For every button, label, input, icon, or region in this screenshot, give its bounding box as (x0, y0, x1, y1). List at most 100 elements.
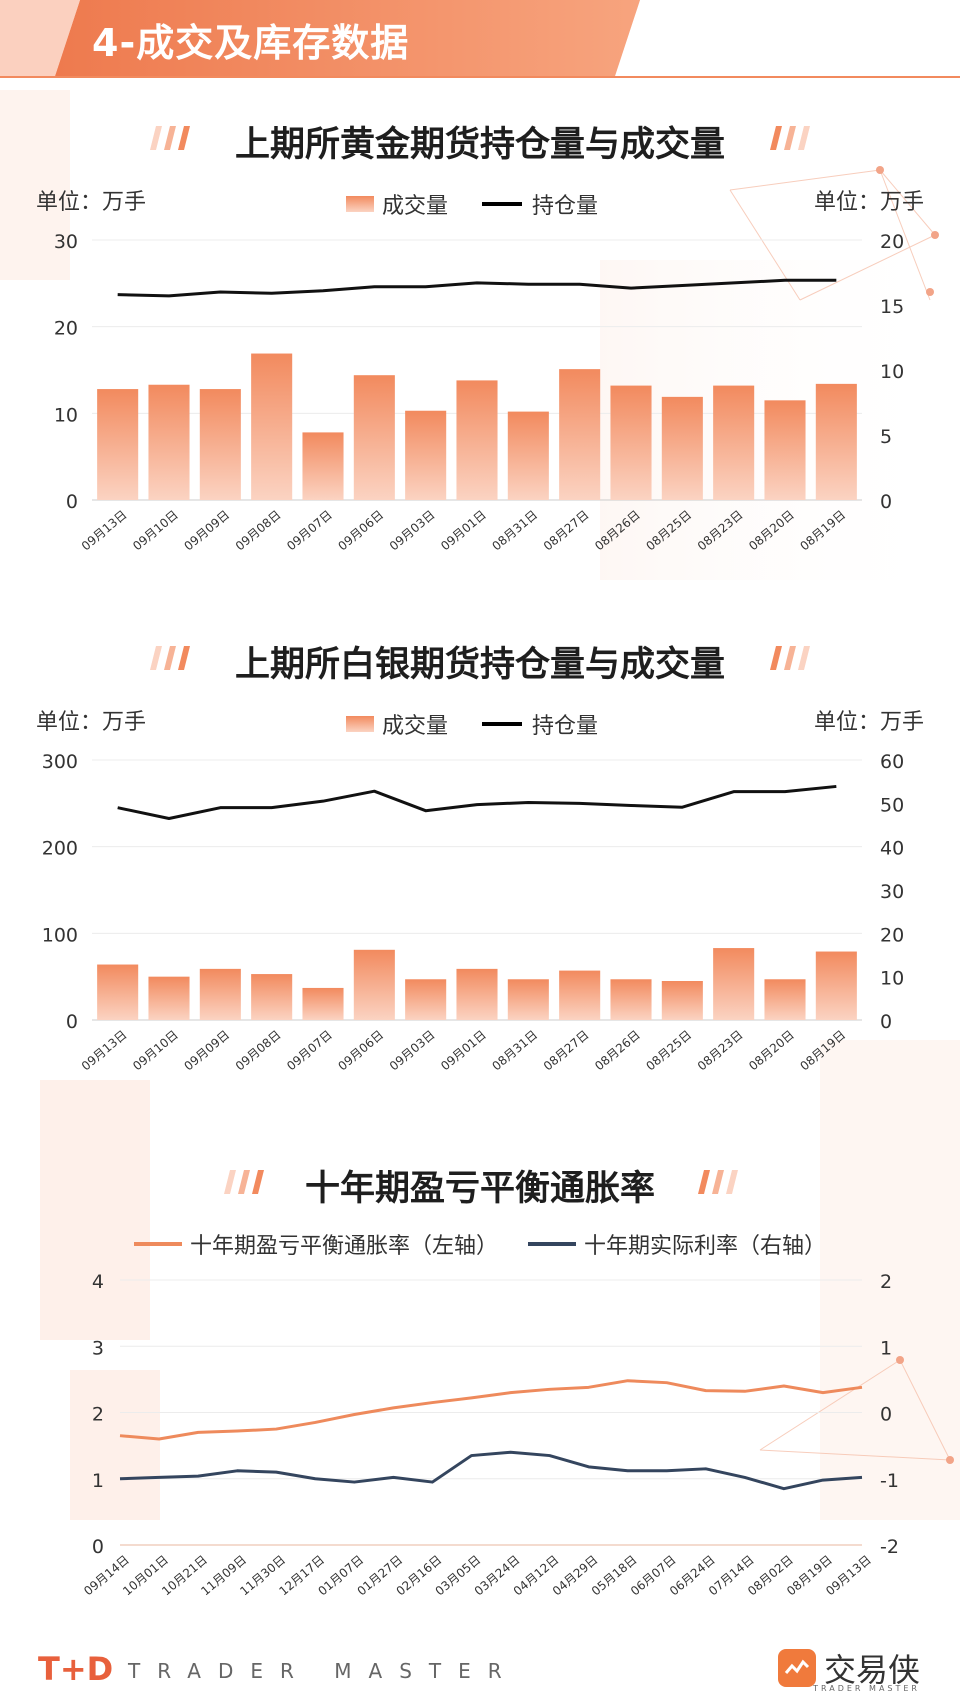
y-right-tick-label: 20 (880, 231, 904, 253)
bar (815, 383, 857, 500)
silver-chart-title: 上期所白银期货持仓量与成交量 (234, 645, 725, 685)
bar (456, 968, 498, 1020)
brand-block: 交易侠 (777, 1645, 920, 1691)
bar (815, 951, 857, 1020)
y-left-tick-label: 2 (92, 1404, 104, 1426)
silver-unit-left: 单位：万手 (36, 710, 147, 735)
bar (456, 380, 498, 500)
x-tick-label: 08月23日 (695, 1028, 746, 1074)
legend-breakeven-label: 十年期盈亏平衡通胀率（左轴） (189, 1234, 498, 1259)
x-tick-label: 09月13日 (79, 508, 130, 554)
bar (353, 375, 395, 500)
y-left-tick-label: 200 (42, 838, 78, 860)
x-tick-label: 09月07日 (284, 1028, 335, 1074)
y-right-tick-label: 5 (880, 426, 892, 448)
legend-line-label: 持仓量 (532, 714, 599, 739)
y-right-tick-label: 2 (880, 1271, 892, 1293)
bar (661, 981, 703, 1020)
x-tick-label: 09月13日 (79, 1028, 130, 1074)
title-deco-right-icon (770, 126, 810, 150)
y-left-tick-label: 1 (92, 1470, 104, 1492)
x-tick-label: 09月09日 (181, 508, 232, 554)
x-tick-label: 09月10日 (130, 1028, 181, 1074)
bar (199, 968, 241, 1020)
legend-real-rate-label: 十年期实际利率（右轴） (584, 1234, 827, 1259)
x-tick-label: 08月19日 (797, 508, 848, 554)
bar (148, 384, 190, 500)
y-left-tick-label: 10 (54, 404, 78, 426)
x-tick-label: 09月09日 (181, 1028, 232, 1074)
bar (199, 389, 241, 500)
y-left-tick-label: 4 (92, 1271, 104, 1293)
legend-line-swatch (482, 202, 523, 206)
bar (610, 385, 652, 500)
y-right-tick-label: 0 (880, 1404, 892, 1426)
bar (507, 979, 549, 1020)
breakeven-legend: 十年期盈亏平衡通胀率（左轴） 十年期实际利率（右轴） (0, 1228, 960, 1260)
x-tick-label: 08月26日 (592, 508, 643, 554)
gold-legend: 成交量 持仓量 (346, 188, 598, 220)
y-right-tick-label: 0 (880, 1011, 892, 1033)
x-tick-label: 08月26日 (592, 1028, 643, 1074)
y-right-tick-label: 30 (880, 881, 904, 903)
y-right-tick-label: 60 (880, 751, 904, 773)
header-ribbon (0, 0, 640, 76)
x-tick-label: 08月31日 (489, 1028, 540, 1074)
y-right-tick-label: 20 (880, 924, 904, 946)
x-tick-label: 08月25日 (643, 1028, 694, 1074)
page-title: 4-成交及库存数据 (92, 21, 410, 65)
x-tick-label: 08月27日 (541, 508, 592, 554)
bar (148, 976, 190, 1020)
brand-subtitle: TRADER MASTER (813, 1684, 920, 1693)
y-left-tick-label: 0 (66, 1011, 78, 1033)
x-tick-label: 09月01日 (438, 1028, 489, 1074)
y-right-tick-label: 10 (880, 361, 904, 383)
x-tick-label: 08月20日 (746, 1028, 797, 1074)
x-tick-label: 08月31日 (489, 508, 540, 554)
x-tick-label: 08月25日 (643, 508, 694, 554)
bar (251, 974, 293, 1020)
x-tick-label: 09月03日 (387, 508, 438, 554)
y-right-tick-label: -2 (880, 1536, 899, 1558)
y-left-tick-label: 0 (92, 1536, 104, 1558)
gold-chart-title: 上期所黄金期货持仓量与成交量 (234, 125, 725, 165)
td-logo: T+D (38, 1650, 114, 1688)
legend-bar-label: 成交量 (382, 714, 449, 739)
bar (507, 411, 549, 500)
legend-orange-line-swatch (133, 1242, 182, 1246)
legend-bar-swatch (346, 716, 374, 732)
breakeven-chart-title: 十年期盈亏平衡通胀率 (304, 1169, 655, 1209)
openinterest-line (117, 278, 837, 298)
breakeven-inflation-line (119, 1379, 863, 1441)
x-tick-label: 08月23日 (695, 508, 746, 554)
breakeven-inflation-chart: 01234-2-101209月14日10月01日10月21日11月09日11月3… (81, 1271, 899, 1598)
bar (559, 369, 601, 500)
bar (97, 389, 139, 500)
y-left-tick-label: 0 (66, 491, 78, 513)
bar (353, 949, 395, 1020)
header-divider (0, 76, 960, 78)
bar (764, 979, 806, 1020)
x-tick-label: 09月08日 (233, 1028, 284, 1074)
brand-name: 交易侠 (823, 1651, 920, 1689)
x-tick-label: 09月06日 (335, 508, 386, 554)
bar (713, 385, 755, 500)
bar (610, 979, 652, 1020)
bar (251, 353, 293, 500)
y-right-tick-label: 1 (880, 1337, 892, 1359)
y-left-tick-label: 100 (42, 924, 78, 946)
gold-unit-right: 单位：万手 (813, 190, 924, 215)
bar (661, 396, 703, 500)
brand-logo-icon (777, 1649, 816, 1687)
y-right-tick-label: -1 (880, 1470, 899, 1492)
legend-bar-swatch (346, 196, 374, 212)
y-left-tick-label: 30 (54, 231, 78, 253)
y-right-tick-label: 15 (880, 296, 904, 318)
x-tick-label: 08月27日 (541, 1028, 592, 1074)
bar (559, 970, 601, 1020)
title-deco-left-icon (150, 126, 190, 150)
bar (97, 964, 139, 1020)
y-right-tick-label: 10 (880, 968, 904, 990)
legend-bar-label: 成交量 (382, 194, 449, 219)
